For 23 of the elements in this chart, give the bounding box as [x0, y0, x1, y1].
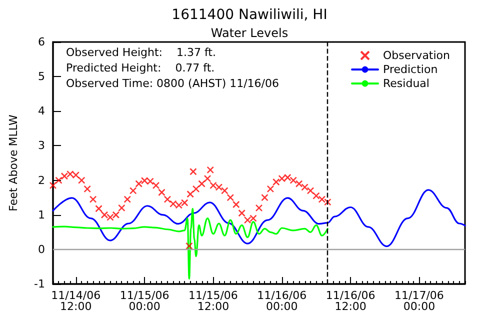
- legend-label: Observation: [383, 49, 450, 62]
- y-tick-label: 4: [38, 104, 45, 118]
- annotation: Predicted Height: 0.77 ft.: [66, 62, 215, 74]
- y-tick-label: 0: [38, 242, 45, 256]
- legend-label: Prediction: [383, 63, 438, 76]
- x-tick-label: 11/16/06 12:00: [326, 289, 376, 313]
- y-tick-label: -1: [34, 278, 45, 290]
- x-tick-label: 11/15/06 00:00: [120, 289, 170, 313]
- x-tick-label: 11/14/06 12:00: [51, 289, 101, 313]
- y-tick-label: 1: [38, 208, 45, 222]
- x-tick-label: 11/15/06 12:00: [188, 289, 238, 313]
- chart-subtitle: Water Levels: [210, 26, 288, 40]
- x-tick-label: 11/17/06 00:00: [394, 289, 444, 313]
- chart-title: 1611400 Nawiliwili, HI: [172, 7, 328, 23]
- annotation: Observed Height: 1.37 ft.: [66, 46, 216, 59]
- y-tick-label: 3: [38, 139, 45, 152]
- x-tick-label: 11/16/06 00:00: [257, 289, 307, 313]
- y-tick-label: 6: [38, 36, 45, 48]
- annotation: Observed Time: 0800 (AHST) 11/16/06: [66, 77, 280, 90]
- y-tick-label: 2: [38, 174, 45, 187]
- legend-label: Residual: [383, 77, 430, 90]
- y-tick-label: 5: [38, 70, 45, 84]
- y-axis-title: Feet Above MLLW: [7, 114, 20, 212]
